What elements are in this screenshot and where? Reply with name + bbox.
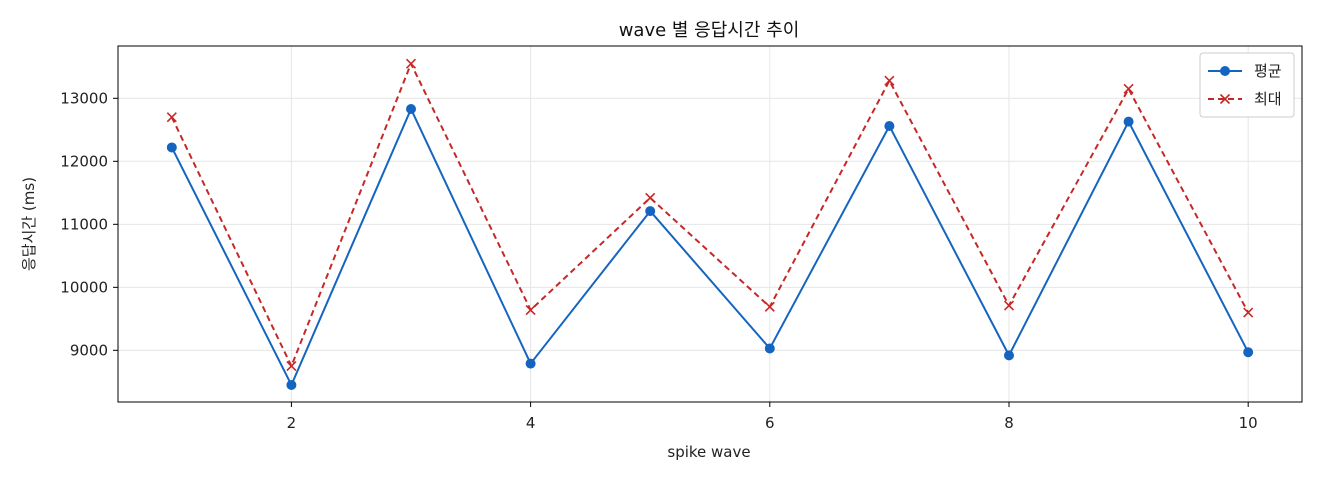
legend-label: 평균 — [1254, 62, 1282, 80]
x-tick-label: 4 — [526, 414, 536, 432]
data-point — [406, 104, 417, 115]
data-point — [884, 75, 895, 86]
legend-entry: 최대 — [1208, 90, 1282, 108]
x-axis-label: spike wave — [667, 443, 750, 461]
data-point — [286, 361, 297, 372]
data-point — [525, 304, 536, 316]
y-tick-label: 9000 — [70, 341, 108, 359]
data-point — [1243, 347, 1254, 358]
x-tick-label: 6 — [765, 414, 775, 432]
data-point — [645, 192, 656, 203]
data-point — [764, 343, 775, 354]
y-tick-label: 10000 — [60, 278, 108, 296]
axis-ticks: 2 4 6 8 10 9000 10000 11000 12000 13000 — [60, 89, 1257, 432]
data-point — [645, 206, 656, 217]
data-point — [166, 112, 177, 123]
x-tick-label: 10 — [1239, 414, 1258, 432]
data-point — [1003, 350, 1014, 361]
grid — [118, 46, 1302, 402]
series-2 — [166, 58, 1254, 372]
data-point — [525, 358, 536, 369]
data-point — [286, 379, 297, 390]
legend-marker — [1220, 66, 1230, 76]
series-line — [170, 62, 1250, 368]
x-tick-label: 8 — [1004, 414, 1014, 432]
data-point — [405, 58, 417, 69]
data-point — [1123, 116, 1134, 127]
data-point — [166, 142, 177, 153]
legend-entry: 평균 — [1208, 62, 1282, 80]
data-point — [884, 121, 895, 132]
data-point — [1243, 307, 1254, 318]
y-tick-label: 12000 — [60, 152, 108, 170]
y-tick-label: 11000 — [60, 215, 108, 233]
series-1 — [166, 104, 1254, 390]
chart-title: wave 별 응답시간 추이 — [619, 20, 800, 41]
series-line — [170, 108, 1250, 386]
y-axis-label: 응답시간 (ms) — [20, 177, 38, 271]
series-layer — [166, 58, 1254, 390]
legend-marker — [1219, 93, 1231, 105]
legend-label: 최대 — [1254, 90, 1282, 108]
data-point — [1003, 300, 1015, 311]
x-tick-label: 2 — [287, 414, 297, 432]
data-point — [1123, 83, 1134, 94]
data-point — [764, 301, 775, 312]
y-tick-label: 13000 — [60, 89, 108, 107]
